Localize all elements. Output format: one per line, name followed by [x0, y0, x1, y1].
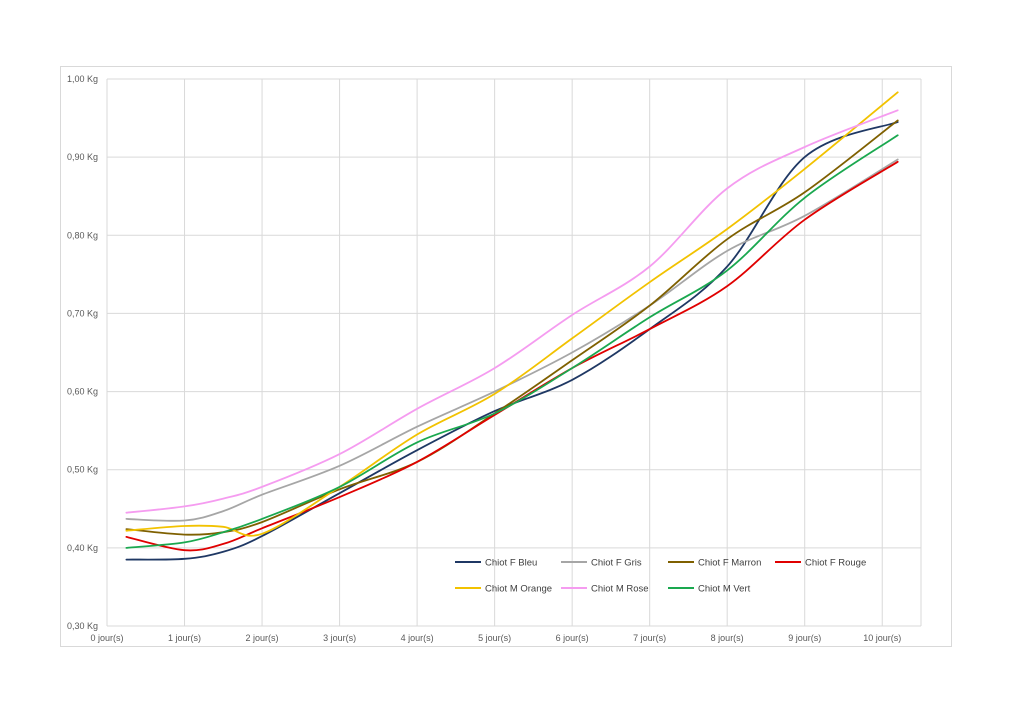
series-line-4	[125, 160, 899, 552]
y-tick-label: 0,70 Kg	[67, 308, 98, 318]
series-line-6	[125, 109, 899, 514]
y-tick-label: 0,90 Kg	[67, 152, 98, 162]
x-tick-label: 7 jour(s)	[633, 633, 666, 643]
legend-label: Chiot M Vert	[698, 584, 751, 595]
legend-label: Chiot F Rouge	[805, 558, 866, 569]
y-tick-label: 0,60 Kg	[67, 387, 98, 397]
series-line-2	[125, 158, 899, 522]
line-chart: 0 jour(s) 1 jour(s) 2 jour(s) 3 jour(s) 4 jo…	[67, 74, 922, 643]
y-tick-label: 0,30 Kg	[67, 621, 98, 631]
y-tick-label: 1,00 Kg	[67, 74, 98, 84]
y-tick-label: 0,50 Kg	[67, 465, 98, 475]
x-tick-label: 5 jour(s)	[478, 633, 511, 643]
x-tick-label: 4 jour(s)	[401, 633, 434, 643]
series-line-1	[125, 121, 899, 561]
legend: Chiot F Bleu Chiot F Gris Chiot F Marron Ch…	[455, 558, 866, 595]
series-lines	[125, 91, 899, 561]
legend-label: Chiot F Marron	[698, 558, 761, 569]
x-tick-label: 2 jour(s)	[246, 633, 279, 643]
x-tick-label: 9 jour(s)	[788, 633, 821, 643]
x-tick-label: 10 jour(s)	[863, 633, 901, 643]
axes: 0 jour(s) 1 jour(s) 2 jour(s) 3 jour(s) 4 jo…	[67, 74, 901, 643]
x-tick-label: 1 jour(s)	[168, 633, 201, 643]
legend-item: Chiot F Bleu	[455, 558, 537, 569]
chart-frame: 0 jour(s) 1 jour(s) 2 jour(s) 3 jour(s) 4 jo…	[60, 66, 952, 647]
legend-label: Chiot M Orange	[485, 584, 552, 595]
legend-item: Chiot M Orange	[455, 584, 552, 595]
x-tick-label: 3 jour(s)	[323, 633, 356, 643]
legend-label: Chiot F Bleu	[485, 558, 537, 569]
series-line-5	[125, 91, 899, 537]
legend-item: Chiot F Marron	[668, 558, 761, 569]
series-line-7	[125, 134, 899, 549]
legend-item: Chiot M Rose	[561, 584, 649, 595]
legend-item: Chiot F Gris	[561, 558, 642, 569]
legend-label: Chiot F Gris	[591, 558, 642, 569]
x-tick-label: 8 jour(s)	[711, 633, 744, 643]
legend-label: Chiot M Rose	[591, 584, 649, 595]
grid	[106, 78, 922, 627]
legend-item: Chiot M Vert	[668, 584, 751, 595]
y-tick-label: 0,80 Kg	[67, 230, 98, 240]
x-tick-label: 0 jour(s)	[90, 633, 123, 643]
y-tick-label: 0,40 Kg	[67, 543, 98, 553]
legend-item: Chiot F Rouge	[775, 558, 866, 569]
x-tick-label: 6 jour(s)	[556, 633, 589, 643]
